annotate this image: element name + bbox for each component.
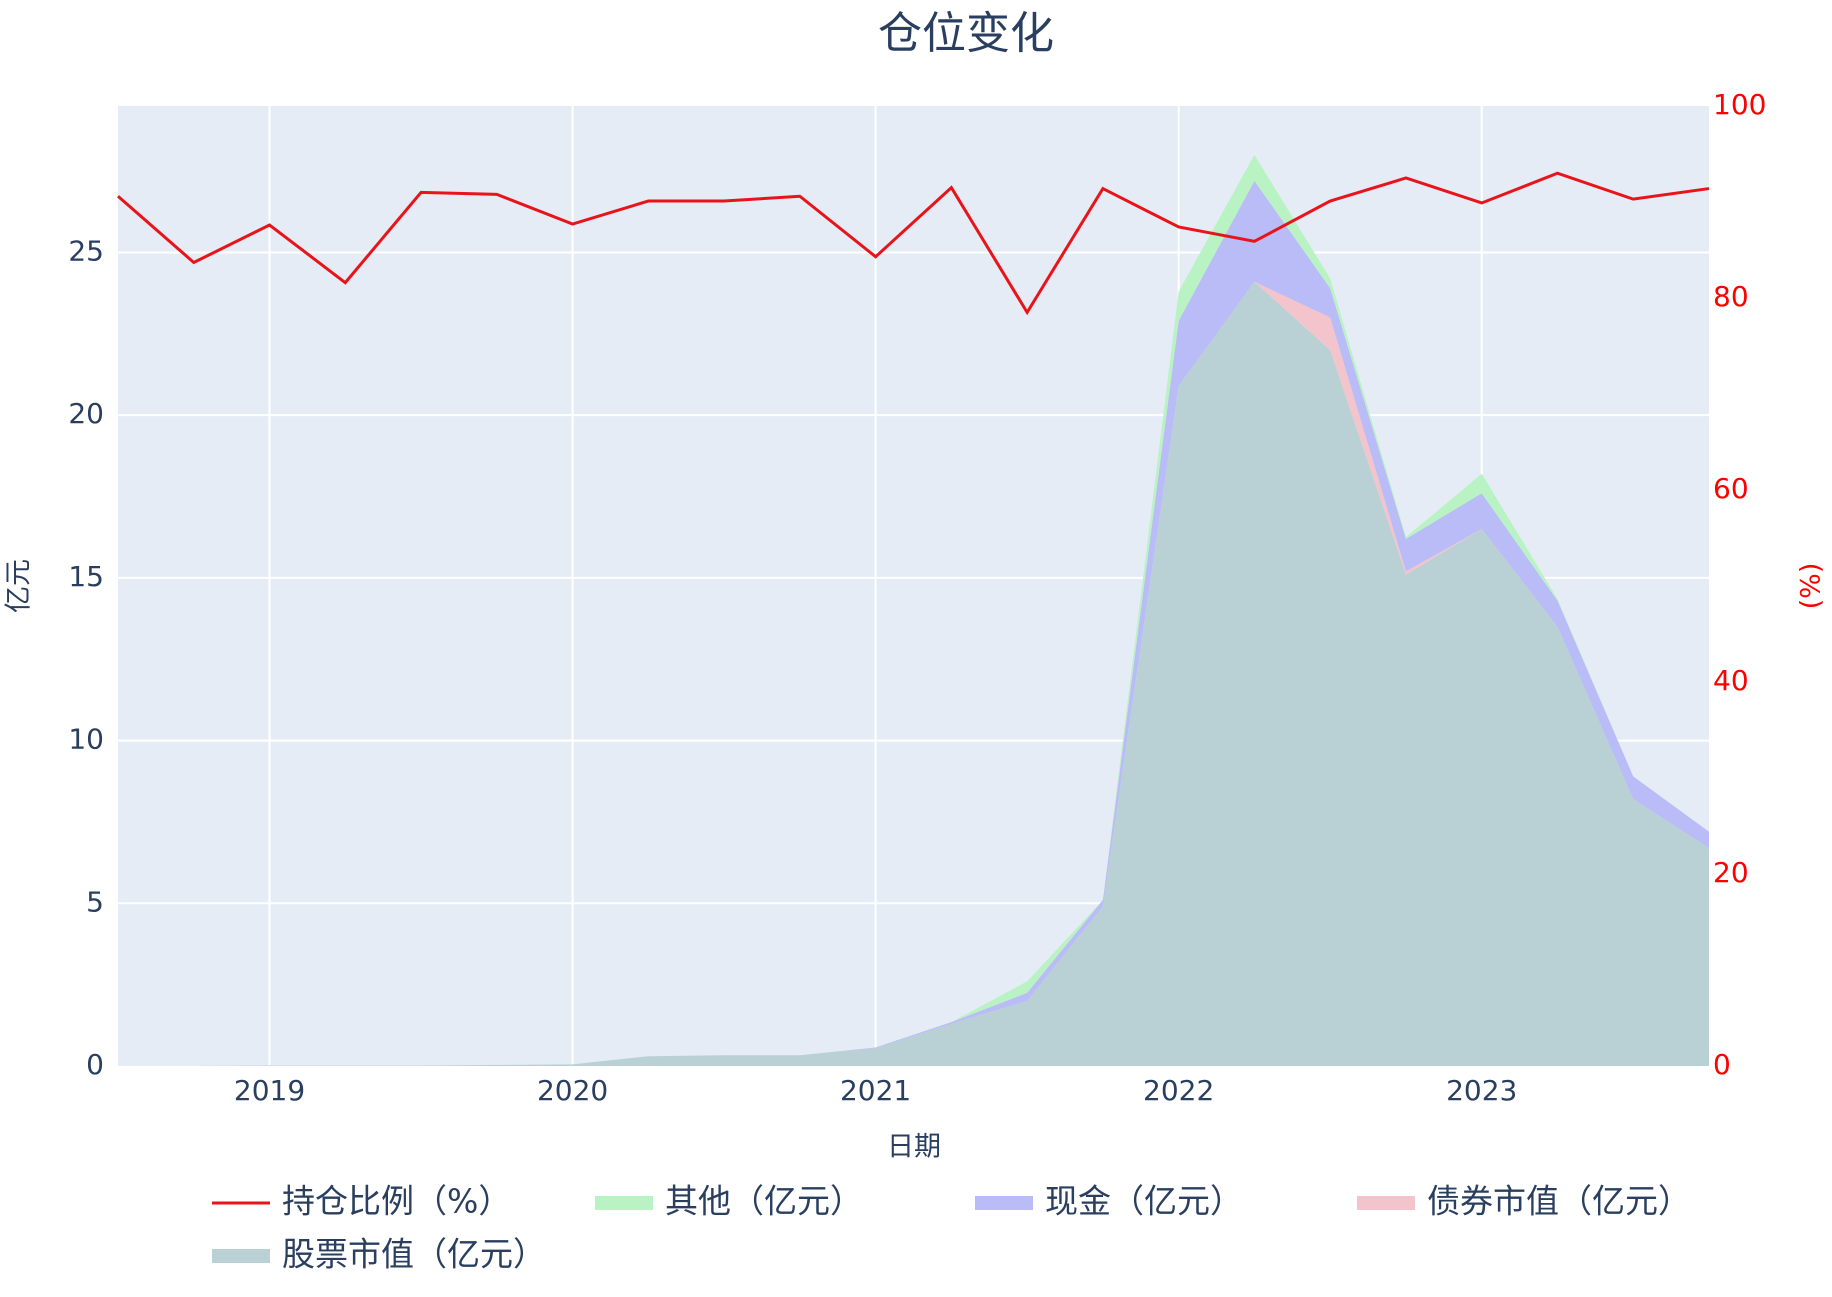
x-tick-label: 2023 <box>1446 1074 1517 1107</box>
legend-label: 持仓比例（%） <box>282 1182 511 1221</box>
y-axis-title: 亿元 <box>4 559 35 613</box>
legend-swatch <box>212 1249 270 1263</box>
y2-tick-label: 80 <box>1713 280 1749 313</box>
x-tick-label: 2021 <box>840 1074 911 1107</box>
y2-tick-label: 40 <box>1713 664 1749 697</box>
y2-tick-label: 20 <box>1713 856 1749 889</box>
y-tick-label: 15 <box>68 560 104 593</box>
legend-swatch <box>595 1196 653 1210</box>
legend-swatch <box>1357 1196 1415 1210</box>
legend-label: 现金（亿元） <box>1045 1182 1243 1221</box>
legend-label: 债券市值（亿元） <box>1427 1182 1691 1221</box>
chart-title: 仓位变化 <box>878 8 1054 59</box>
area <box>118 281 1709 1066</box>
x-axis-title: 日期 <box>887 1132 941 1163</box>
y-tick-label: 0 <box>86 1048 104 1081</box>
y-tick-label: 20 <box>68 397 104 430</box>
lines <box>117 171 1710 316</box>
x-tick-label: 2022 <box>1143 1074 1214 1107</box>
y-tick-label: 5 <box>86 885 104 918</box>
y2-tick-label: 100 <box>1713 88 1766 121</box>
y2-tick-label: 60 <box>1713 472 1749 505</box>
legend-label: 股票市值（亿元） <box>282 1235 546 1274</box>
legend-label: 其他（亿元） <box>665 1182 863 1221</box>
y2-axis-title: (%) <box>1796 563 1827 610</box>
legend: 持仓比例（%） 其他（亿元） 现金（亿元） 债券市值（亿元） 股票市值（亿元） <box>212 1182 1691 1274</box>
areas <box>118 154 1709 1066</box>
y-tick-label: 10 <box>68 723 104 756</box>
x-tick-label: 2019 <box>234 1074 305 1107</box>
axes: 0 5 10 15 20 25 2019 2020 2021 2022 2023 0 20 40 60 80 1… <box>68 88 1766 1107</box>
y2-tick-label: 0 <box>1713 1048 1731 1081</box>
legend-swatch <box>975 1196 1033 1210</box>
y-tick-label: 25 <box>68 234 104 267</box>
x-tick-label: 2020 <box>537 1074 608 1107</box>
line <box>117 171 1710 316</box>
